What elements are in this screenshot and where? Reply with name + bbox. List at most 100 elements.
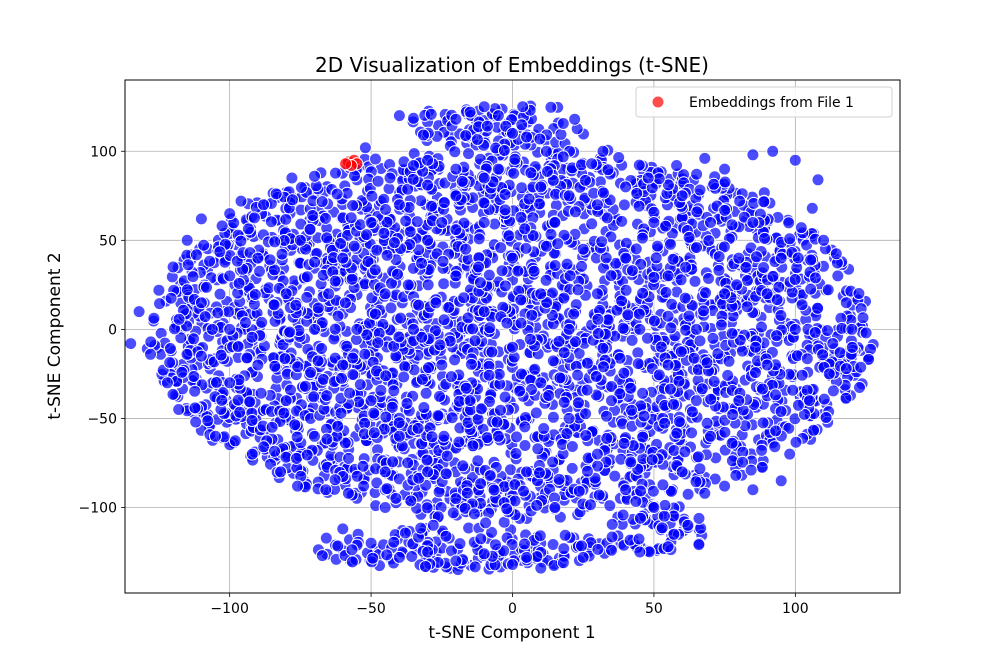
scatter-point: [502, 229, 516, 243]
scatter-point: [366, 551, 380, 565]
scatter-point: [398, 526, 412, 540]
scatter-point: [166, 387, 180, 401]
scatter-point: [456, 459, 470, 473]
scatter-point: [197, 238, 211, 252]
scatter-point: [718, 479, 732, 493]
scatter-point: [491, 109, 505, 123]
scatter-point: [712, 263, 726, 277]
scatter-point: [630, 186, 644, 200]
scatter-point: [619, 283, 633, 297]
scatter-point: [664, 484, 678, 498]
scatter-point: [495, 264, 509, 278]
scatter-point: [681, 487, 695, 501]
scatter-point: [506, 126, 519, 140]
scatter-point: [605, 394, 618, 408]
scatter-point: [392, 330, 406, 344]
scatter-point: [791, 398, 805, 412]
scatter-point: [755, 460, 769, 474]
scatter-point: [557, 291, 571, 305]
scatter-point: [400, 397, 414, 410]
scatter-point: [442, 301, 456, 314]
scatter-point: [590, 447, 604, 461]
scatter-point: [769, 388, 783, 402]
scatter-point: [319, 483, 333, 497]
scatter-point: [357, 479, 371, 493]
scatter-point: [695, 382, 709, 396]
scatter-point: [439, 529, 453, 543]
scatter-point: [739, 260, 753, 274]
scatter-point: [163, 342, 177, 355]
scatter-point: [459, 129, 473, 142]
scatter-point: [387, 384, 401, 398]
scatter-point: [343, 386, 357, 400]
scatter-point: [385, 400, 399, 414]
scatter-point: [188, 401, 202, 415]
scatter-point: [514, 293, 528, 307]
scatter-point: [203, 254, 217, 268]
scatter-point: [194, 349, 208, 363]
scatter-point: [436, 254, 450, 268]
scatter-point: [656, 478, 670, 492]
scatter-point: [568, 112, 582, 126]
scatter-point: [498, 203, 512, 217]
scatter-point: [718, 287, 732, 301]
scatter-point: [300, 290, 314, 304]
scatter-point: [397, 370, 411, 384]
scatter-point: [316, 372, 330, 386]
scatter-point: [371, 336, 385, 350]
scatter-point: [378, 465, 392, 479]
scatter-point: [811, 301, 825, 315]
scatter-point: [514, 316, 528, 330]
scatter-point: [419, 560, 432, 573]
scatter-point: [431, 409, 445, 423]
scatter-point: [308, 322, 321, 336]
scatter-point: [757, 195, 771, 209]
scatter-point: [571, 283, 585, 297]
scatter-point: [661, 540, 675, 554]
scatter-point: [368, 263, 382, 277]
scatter-point: [718, 425, 732, 439]
scatter-point: [453, 537, 467, 551]
scatter-point: [829, 247, 843, 261]
scatter-point: [592, 488, 606, 502]
scatter-point: [360, 228, 373, 242]
scatter-point: [421, 178, 435, 192]
scatter-point: [820, 324, 834, 337]
scatter-point: [353, 378, 367, 391]
scatter-point: [625, 333, 639, 347]
scatter-point: [383, 171, 397, 185]
scatter-point: [350, 469, 364, 483]
scatter-point: [655, 521, 669, 535]
scatter-point: [480, 119, 494, 133]
scatter-point: [255, 315, 269, 329]
scatter-point: [597, 360, 610, 374]
scatter-point: [378, 501, 392, 514]
scatter-point: [689, 322, 703, 336]
scatter-point: [616, 508, 630, 522]
scatter-point: [721, 368, 735, 382]
scatter-point: [477, 305, 491, 319]
scatter-point: [370, 243, 384, 257]
scatter-point: [816, 348, 830, 362]
scatter-point: [667, 527, 681, 541]
scatter-point: [631, 346, 645, 360]
scatter-point: [800, 352, 814, 366]
scatter-point: [497, 144, 511, 157]
scatter-point: [809, 271, 822, 285]
scatter-point: [510, 430, 523, 444]
scatter-point: [604, 269, 618, 283]
plot-points: [125, 99, 880, 577]
scatter-point: [774, 309, 788, 322]
scatter-point: [417, 401, 431, 414]
scatter-point: [590, 198, 604, 212]
scatter-point: [652, 368, 666, 382]
scatter-point: [437, 196, 451, 210]
scatter-point: [633, 511, 647, 525]
scatter-point: [401, 182, 415, 196]
scatter-point: [718, 175, 732, 189]
scatter-point: [477, 171, 491, 185]
scatter-point: [241, 222, 255, 236]
scatter-point: [477, 196, 491, 210]
scatter-point: [585, 157, 599, 171]
scatter-point: [665, 297, 679, 311]
